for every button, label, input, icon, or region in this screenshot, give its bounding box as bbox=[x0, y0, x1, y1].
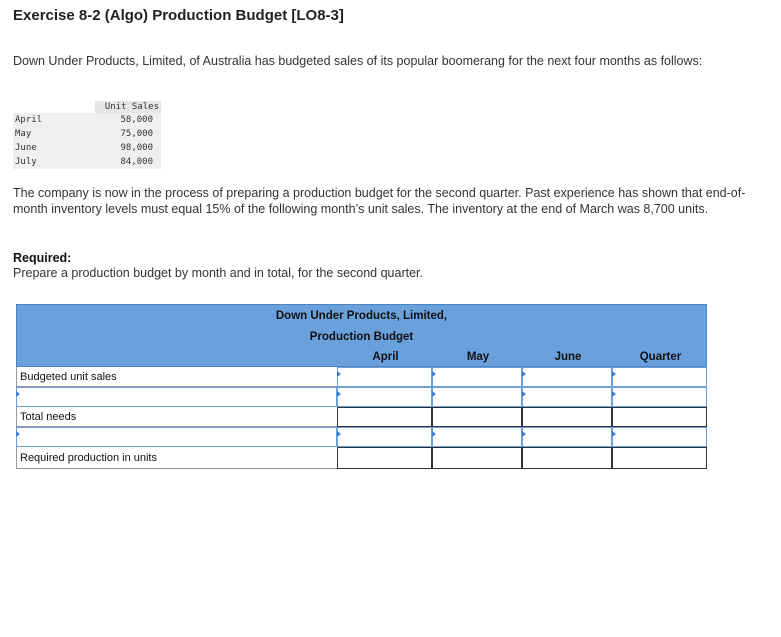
required-text: Prepare a production budget by month and… bbox=[13, 266, 423, 280]
column-header-quarter: Quarter bbox=[639, 351, 682, 363]
column-header-may: May bbox=[466, 351, 490, 363]
total-needs-quarter-cell bbox=[612, 407, 707, 427]
required-production-april-cell bbox=[337, 447, 432, 469]
row-label-required-production: Required production in units bbox=[16, 447, 337, 469]
budget-title: Production Budget bbox=[309, 331, 414, 343]
budget-row-blank-1 bbox=[16, 387, 707, 407]
column-header-april: April bbox=[372, 351, 399, 363]
budgeted-unit-sales-may-input[interactable] bbox=[432, 367, 522, 387]
unit-sales-value: 98,000 bbox=[95, 141, 161, 155]
unit-sales-table: Unit Sales April 58,000 May 75,000 June … bbox=[13, 101, 161, 169]
required-heading: Required: bbox=[13, 251, 72, 265]
unit-sales-blank-header bbox=[13, 101, 95, 113]
total-needs-may-cell bbox=[432, 407, 522, 427]
budget-row-budgeted-unit-sales: Budgeted unit sales bbox=[16, 367, 707, 387]
budgeted-unit-sales-june-input[interactable] bbox=[522, 367, 612, 387]
blank-1-quarter-input[interactable] bbox=[612, 387, 707, 407]
unit-sales-value: 58,000 bbox=[95, 113, 161, 127]
blank-1-may-input[interactable] bbox=[432, 387, 522, 407]
production-budget-worksheet: Down Under Products, Limited, Production… bbox=[16, 304, 707, 469]
intro-paragraph: Down Under Products, Limited, of Austral… bbox=[13, 54, 703, 68]
unit-sales-row: May 75,000 bbox=[13, 127, 161, 141]
row-label-blank-1-input[interactable] bbox=[16, 387, 337, 407]
row-label-total-needs: Total needs bbox=[16, 407, 337, 427]
unit-sales-column-header: Unit Sales bbox=[104, 102, 159, 112]
context-paragraph: The company is now in the process of pre… bbox=[13, 186, 746, 216]
unit-sales-month: July bbox=[13, 155, 95, 169]
total-needs-april-cell bbox=[337, 407, 432, 427]
unit-sales-month: June bbox=[13, 141, 95, 155]
budget-body: Budgeted unit sales Total needs bbox=[16, 367, 707, 469]
budget-row-total-needs: Total needs bbox=[16, 407, 707, 427]
unit-sales-value: 84,000 bbox=[95, 155, 161, 169]
blank-2-april-input[interactable] bbox=[337, 427, 432, 447]
required-production-may-cell bbox=[432, 447, 522, 469]
unit-sales-row: June 98,000 bbox=[13, 141, 161, 155]
blank-2-quarter-input[interactable] bbox=[612, 427, 707, 447]
blank-2-may-input[interactable] bbox=[432, 427, 522, 447]
blank-1-june-input[interactable] bbox=[522, 387, 612, 407]
budget-row-required-production: Required production in units bbox=[16, 447, 707, 469]
budget-company-name: Down Under Products, Limited, bbox=[275, 310, 448, 322]
blank-2-june-input[interactable] bbox=[522, 427, 612, 447]
total-needs-june-cell bbox=[522, 407, 612, 427]
blank-1-april-input[interactable] bbox=[337, 387, 432, 407]
row-label-blank-2-input[interactable] bbox=[16, 427, 337, 447]
unit-sales-month: May bbox=[13, 127, 95, 141]
unit-sales-value: 75,000 bbox=[95, 127, 161, 141]
unit-sales-row: July 84,000 bbox=[13, 155, 161, 169]
page-title: Exercise 8-2 (Algo) Production Budget [L… bbox=[13, 7, 344, 24]
budgeted-unit-sales-april-input[interactable] bbox=[337, 367, 432, 387]
budget-header: Down Under Products, Limited, Production… bbox=[16, 304, 707, 367]
budgeted-unit-sales-quarter-input[interactable] bbox=[612, 367, 707, 387]
budget-row-blank-2 bbox=[16, 427, 707, 447]
unit-sales-header-row: Unit Sales bbox=[13, 101, 161, 113]
required-production-june-cell bbox=[522, 447, 612, 469]
unit-sales-month: April bbox=[13, 113, 95, 127]
unit-sales-row: April 58,000 bbox=[13, 113, 161, 127]
column-header-june: June bbox=[554, 351, 582, 363]
required-production-quarter-cell bbox=[612, 447, 707, 469]
row-label-budgeted-unit-sales: Budgeted unit sales bbox=[16, 367, 337, 387]
